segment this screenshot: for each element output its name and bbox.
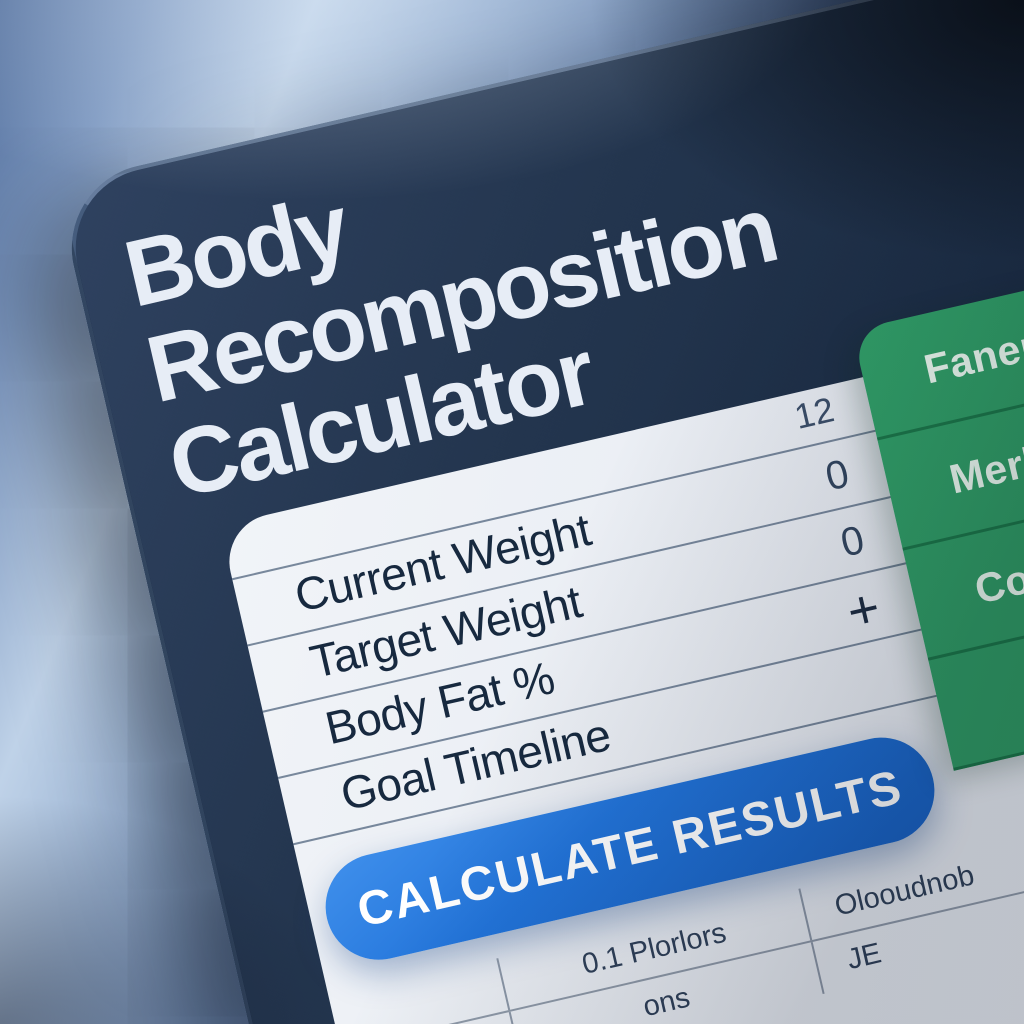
field-value: 12	[791, 390, 838, 437]
field-value: 0	[836, 517, 869, 566]
results-item-label: Co	[970, 554, 1024, 613]
results-panel-item: Fanent W	[852, 62, 1024, 441]
field-value: 0	[821, 451, 854, 500]
tablet-device: Body Recomposition Calculator 12 Current…	[55, 0, 1024, 1024]
results-item-label: Fanent W	[919, 305, 1024, 392]
results-item-label: Merbh	[945, 429, 1024, 503]
plus-icon[interactable]: +	[841, 577, 886, 643]
stat-cell	[340, 959, 508, 1024]
